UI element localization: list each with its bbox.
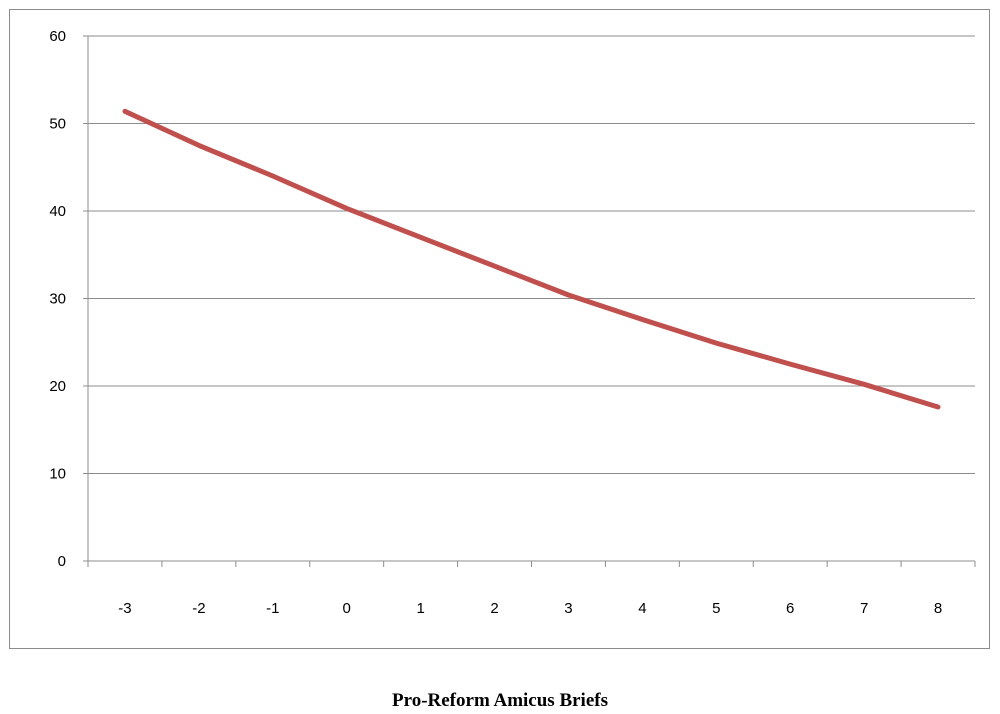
- x-tick-label: 5: [712, 600, 720, 617]
- x-tick-label: 1: [416, 600, 424, 617]
- x-axis-caption: Pro-Reform Amicus Briefs: [392, 690, 608, 711]
- x-tick-label: 6: [786, 600, 794, 617]
- y-tick-label: 20: [49, 378, 66, 395]
- y-tick-label: 30: [49, 291, 66, 308]
- y-tick-label: 10: [49, 466, 66, 483]
- y-tick-label: 40: [49, 203, 66, 220]
- y-tick-label: 0: [58, 553, 66, 570]
- x-tick-label: -2: [192, 600, 205, 617]
- y-tick-label: 50: [49, 116, 66, 133]
- x-tick-label: 7: [860, 600, 868, 617]
- chart-frame: [9, 9, 990, 649]
- x-tick-label: -3: [118, 600, 131, 617]
- y-tick-label: 60: [49, 28, 66, 45]
- x-tick-label: 4: [638, 600, 646, 617]
- x-tick-label: 3: [564, 600, 572, 617]
- series-line-0: [122, 108, 941, 410]
- x-tick-label: 8: [934, 600, 942, 617]
- x-tick-label: 0: [343, 600, 351, 617]
- x-tick-label: -1: [266, 600, 279, 617]
- x-tick-label: 2: [490, 600, 498, 617]
